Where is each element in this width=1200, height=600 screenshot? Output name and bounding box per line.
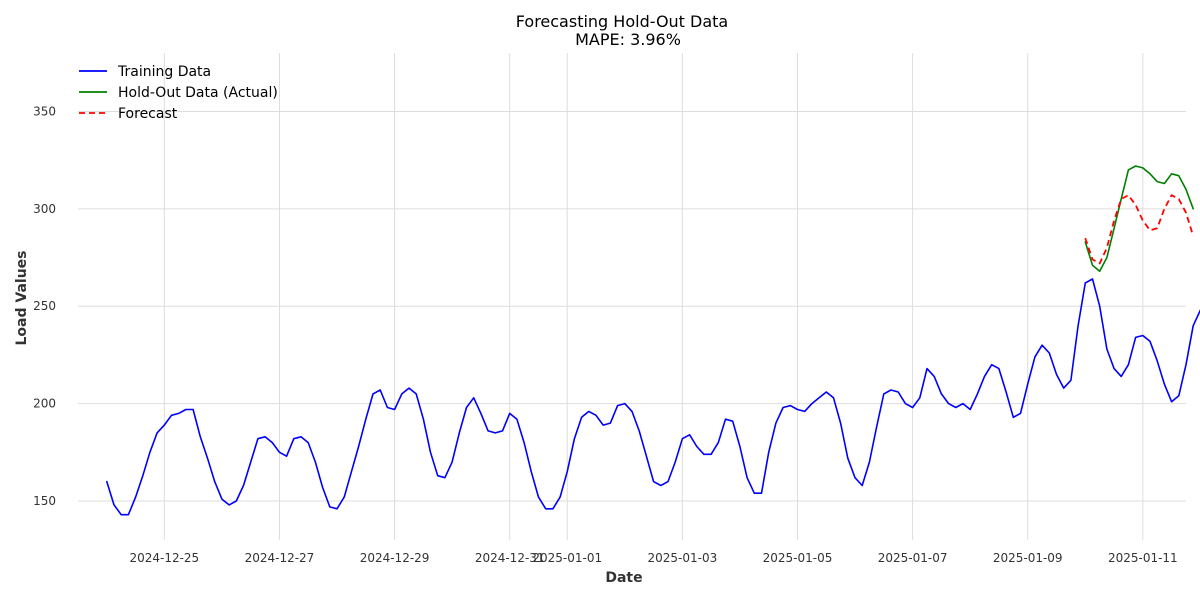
x-tick-label: 2024-12-25 [129,551,199,565]
legend-label: Training Data [117,64,211,80]
series-line-2 [1084,194,1195,265]
x-tick-label: 2025-01-03 [647,551,717,565]
x-tick-label: 2025-01-01 [532,551,602,565]
y-tick-label: 250 [33,299,56,313]
x-axis-label: Date [605,570,642,586]
legend-label: Hold-Out Data (Actual) [118,85,278,101]
x-tick-label: 2024-12-27 [245,551,315,565]
legend-label: Forecast [118,106,178,122]
y-tick-label: 300 [33,202,56,216]
series-line-0 [106,278,1200,516]
y-tick-label: 350 [33,104,56,118]
series-lines [106,165,1200,516]
y-axis-label: Load Values [14,251,30,346]
x-tick-label: 2025-01-07 [878,551,948,565]
series-line-1 [1084,165,1194,273]
x-tick-label: 2025-01-09 [993,551,1063,565]
x-tick-label: 2024-12-31 [475,551,545,565]
tick-labels: 2024-12-25 2024-12-27 2024-12-29 2024-12-31… [33,104,1178,565]
chart-title: Forecasting Hold-Out Data [516,12,728,31]
x-tick-label: 2024-12-29 [360,551,430,565]
legend: Training Data Hold-Out Data (Actual) Forec… [79,64,278,122]
chart-subtitle: MAPE: 3.96% [575,30,681,49]
y-tick-label: 200 [33,397,56,411]
y-tick-label: 150 [33,494,56,508]
grid-lines [78,53,1186,540]
x-tick-label: 2025-01-11 [1108,551,1178,565]
x-tick-label: 2025-01-05 [763,551,833,565]
